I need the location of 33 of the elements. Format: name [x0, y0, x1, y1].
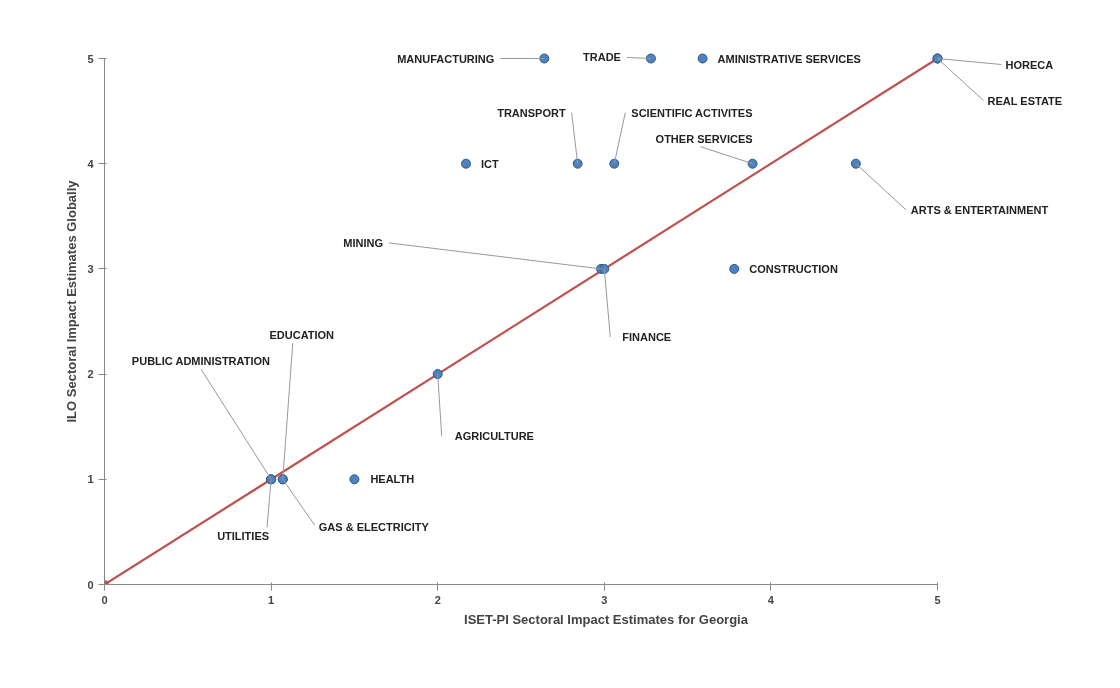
x-tick-label: 2	[434, 593, 441, 606]
annotation: ICT	[481, 157, 500, 170]
annotation: CONSTRUCTION	[749, 262, 838, 275]
x-tick-label: 0	[101, 593, 108, 606]
y-tick-label: 3	[87, 262, 94, 275]
x-axis-title: ISET-PI Sectoral Impact Estimates for Georgia	[464, 611, 749, 627]
annotation: UTILITIES	[217, 530, 270, 543]
annotation: MINING	[343, 236, 383, 249]
annotation: EDUCATION	[269, 329, 335, 342]
x-tick-label: 3	[601, 593, 608, 606]
annotation: SCIENTIFIC ACTIVITES	[631, 106, 753, 119]
y-tick-label: 2	[87, 368, 94, 381]
annotation: TRADE	[583, 50, 621, 63]
annotation: MANUFACTURING	[397, 52, 495, 65]
annotation: OTHER SERVICES	[655, 132, 753, 145]
x-tick-label: 1	[268, 593, 275, 606]
x-tick-label: 4	[767, 593, 775, 606]
y-tick-label: 1	[87, 473, 94, 486]
y-axis-title: ILO Sectoral Impact Estimates Globally	[64, 179, 80, 423]
annotation: AGRICULTURE	[454, 430, 534, 443]
annotation: FINANCE	[622, 330, 672, 343]
annotation: ARTS & ENTERTAINMENT	[910, 203, 1049, 216]
y-tick-label: 4	[87, 157, 95, 170]
y-tick-label: 0	[87, 578, 94, 591]
annotation: AMINISTRATIVE SERVICES	[717, 52, 861, 65]
x-tick-label: 5	[934, 593, 941, 606]
annotation: REAL ESTATE	[987, 94, 1063, 107]
annotation: HEALTH	[370, 473, 415, 486]
y-tick-label: 5	[87, 52, 94, 65]
annotation: GAS & ELECTRICITY	[318, 521, 430, 534]
annotation: PUBLIC ADMINISTRATION	[131, 355, 270, 368]
annotation: HORECA	[1005, 58, 1054, 71]
annotation: TRANSPORT	[497, 106, 566, 119]
